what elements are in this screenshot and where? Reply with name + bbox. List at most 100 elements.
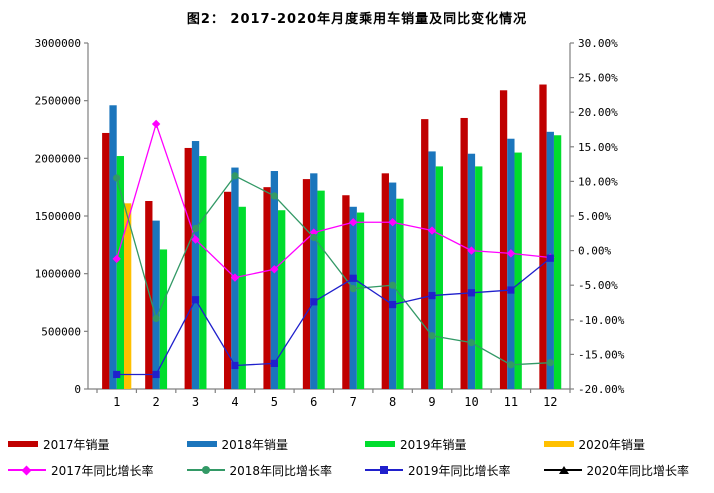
legend-swatch-sales-2018 [186, 441, 217, 447]
bar-6 [317, 190, 325, 389]
legend-label: 2019年同比增长率 [408, 463, 511, 478]
legend-swatch-growth-2017 [8, 464, 46, 476]
legend-swatch-growth-2020 [543, 464, 582, 476]
svg-text:3: 3 [192, 395, 199, 409]
bar-11 [514, 152, 522, 389]
bar-4 [238, 206, 246, 389]
legend-label: 2018年同比增长率 [229, 463, 333, 478]
square-marker-icon [380, 466, 388, 474]
bar-1 [124, 203, 132, 389]
legend-label: 2017年同比增长率 [51, 463, 154, 478]
bar-10 [475, 166, 483, 389]
bar-7 [356, 212, 365, 389]
legend-item-sales-2018: 2018年销量 [179, 436, 358, 453]
svg-text:1000000: 1000000 [35, 268, 81, 281]
legend-swatch-growth-2019 [365, 464, 403, 476]
svg-text:25.00%: 25.00% [578, 72, 618, 85]
svg-text:1500000: 1500000 [35, 210, 81, 223]
legend-item-growth-2018: 2018年同比增长率 [179, 462, 358, 479]
svg-text:15.00%: 15.00% [578, 141, 618, 154]
bar-5 [278, 210, 286, 389]
triangle-marker-icon [558, 466, 569, 474]
legend-item-growth-2017: 2017年同比增长率 [0, 462, 179, 479]
bar-12 [539, 84, 547, 390]
svg-text:10.00%: 10.00% [578, 175, 618, 188]
legend-swatch-growth-2018 [186, 464, 225, 476]
left-axis: 3000000 2500000 2000000 1500000 1000000 50000… [35, 37, 89, 396]
svg-text:7: 7 [350, 395, 357, 409]
svg-text:3000000: 3000000 [35, 37, 81, 50]
legend: 2017年销量 2018年销量 2019年销量 2020年销量 201 [0, 431, 714, 483]
legend-item-sales-2017: 2017年销量 [0, 436, 179, 453]
bar-groups [102, 84, 562, 390]
legend-swatch-sales-2020 [543, 441, 574, 447]
bar-2 [145, 201, 153, 389]
svg-text:-10.00%: -10.00% [578, 314, 625, 327]
legend-row-bars: 2017年销量 2018年销量 2019年销量 2020年销量 [0, 431, 714, 457]
bar-12 [553, 135, 562, 389]
bar-1 [116, 156, 125, 389]
svg-text:0: 0 [74, 383, 81, 396]
bar-9 [421, 119, 429, 390]
right-axis: 30.00% 25.00% 20.00% 15.00% 10.00% 5.00% 0.00%… [569, 37, 625, 396]
bar-11 [507, 138, 515, 389]
diamond-marker-icon [21, 465, 32, 475]
bar-3 [191, 141, 200, 389]
legend-label: 2017年销量 [43, 437, 110, 452]
svg-text:12: 12 [543, 395, 557, 409]
svg-text:0.00%: 0.00% [578, 245, 611, 258]
bar-7 [342, 195, 350, 389]
legend-swatch-sales-2019 [365, 441, 395, 447]
bar-6 [302, 179, 311, 389]
legend-label: 2020年销量 [578, 437, 646, 452]
legend-label: 2020年同比增长率 [586, 463, 690, 478]
bar-2 [152, 220, 160, 389]
bar-11 [499, 90, 508, 389]
svg-text:8: 8 [389, 395, 396, 409]
svg-text:500000: 500000 [41, 325, 81, 338]
bar-10 [460, 117, 468, 389]
bar-9 [428, 151, 436, 389]
legend-item-sales-2020: 2020年销量 [536, 436, 714, 453]
legend-item-growth-2019: 2019年同比增长率 [357, 462, 536, 479]
svg-text:20.00%: 20.00% [578, 106, 618, 119]
line-series-2 [113, 254, 554, 379]
legend-item-growth-2020: 2020年同比增长率 [536, 462, 714, 479]
bar-4 [224, 191, 232, 389]
bar-5 [263, 187, 271, 389]
chart-title: 图2： 2017-2020年月度乘用车销量及同比变化情况 [186, 12, 528, 27]
svg-text:9: 9 [428, 395, 435, 409]
bar-8 [381, 173, 389, 389]
bar-6 [310, 173, 318, 389]
legend-swatch-sales-2017 [8, 441, 38, 447]
svg-text:-15.00%: -15.00% [578, 348, 625, 361]
svg-text:2500000: 2500000 [35, 95, 81, 108]
legend-label: 2019年销量 [400, 437, 467, 452]
svg-text:2: 2 [153, 395, 160, 409]
svg-text:1: 1 [113, 395, 120, 409]
bar-1 [102, 132, 110, 389]
bar-7 [349, 206, 357, 389]
x-axis: 1 2 3 4 5 6 7 8 9 10 11 12 [88, 388, 571, 409]
bar-9 [435, 166, 443, 389]
bar-2 [159, 249, 168, 389]
svg-text:5.00%: 5.00% [578, 210, 611, 223]
legend-label: 2018年销量 [221, 437, 289, 452]
bar-5 [270, 171, 279, 389]
bar-3 [184, 147, 192, 389]
svg-text:5: 5 [271, 395, 278, 409]
circle-marker-icon [201, 466, 210, 474]
plot-area: 3000000 2500000 2000000 1500000 1000000 50000… [35, 37, 625, 409]
svg-text:10: 10 [464, 395, 478, 409]
svg-text:11: 11 [504, 395, 518, 409]
svg-text:-20.00%: -20.00% [578, 383, 625, 396]
svg-text:4: 4 [231, 395, 238, 409]
svg-text:-5.00%: -5.00% [578, 279, 618, 292]
svg-text:30.00%: 30.00% [578, 37, 618, 50]
legend-row-lines: 2017年同比增长率 2018年同比增长率 2019年同比增长率 [0, 457, 714, 483]
bar-1 [109, 105, 117, 389]
bar-10 [467, 153, 476, 389]
line-series-1 [113, 172, 554, 369]
legend-item-sales-2019: 2019年销量 [357, 436, 536, 453]
line-series-0 [112, 119, 555, 282]
